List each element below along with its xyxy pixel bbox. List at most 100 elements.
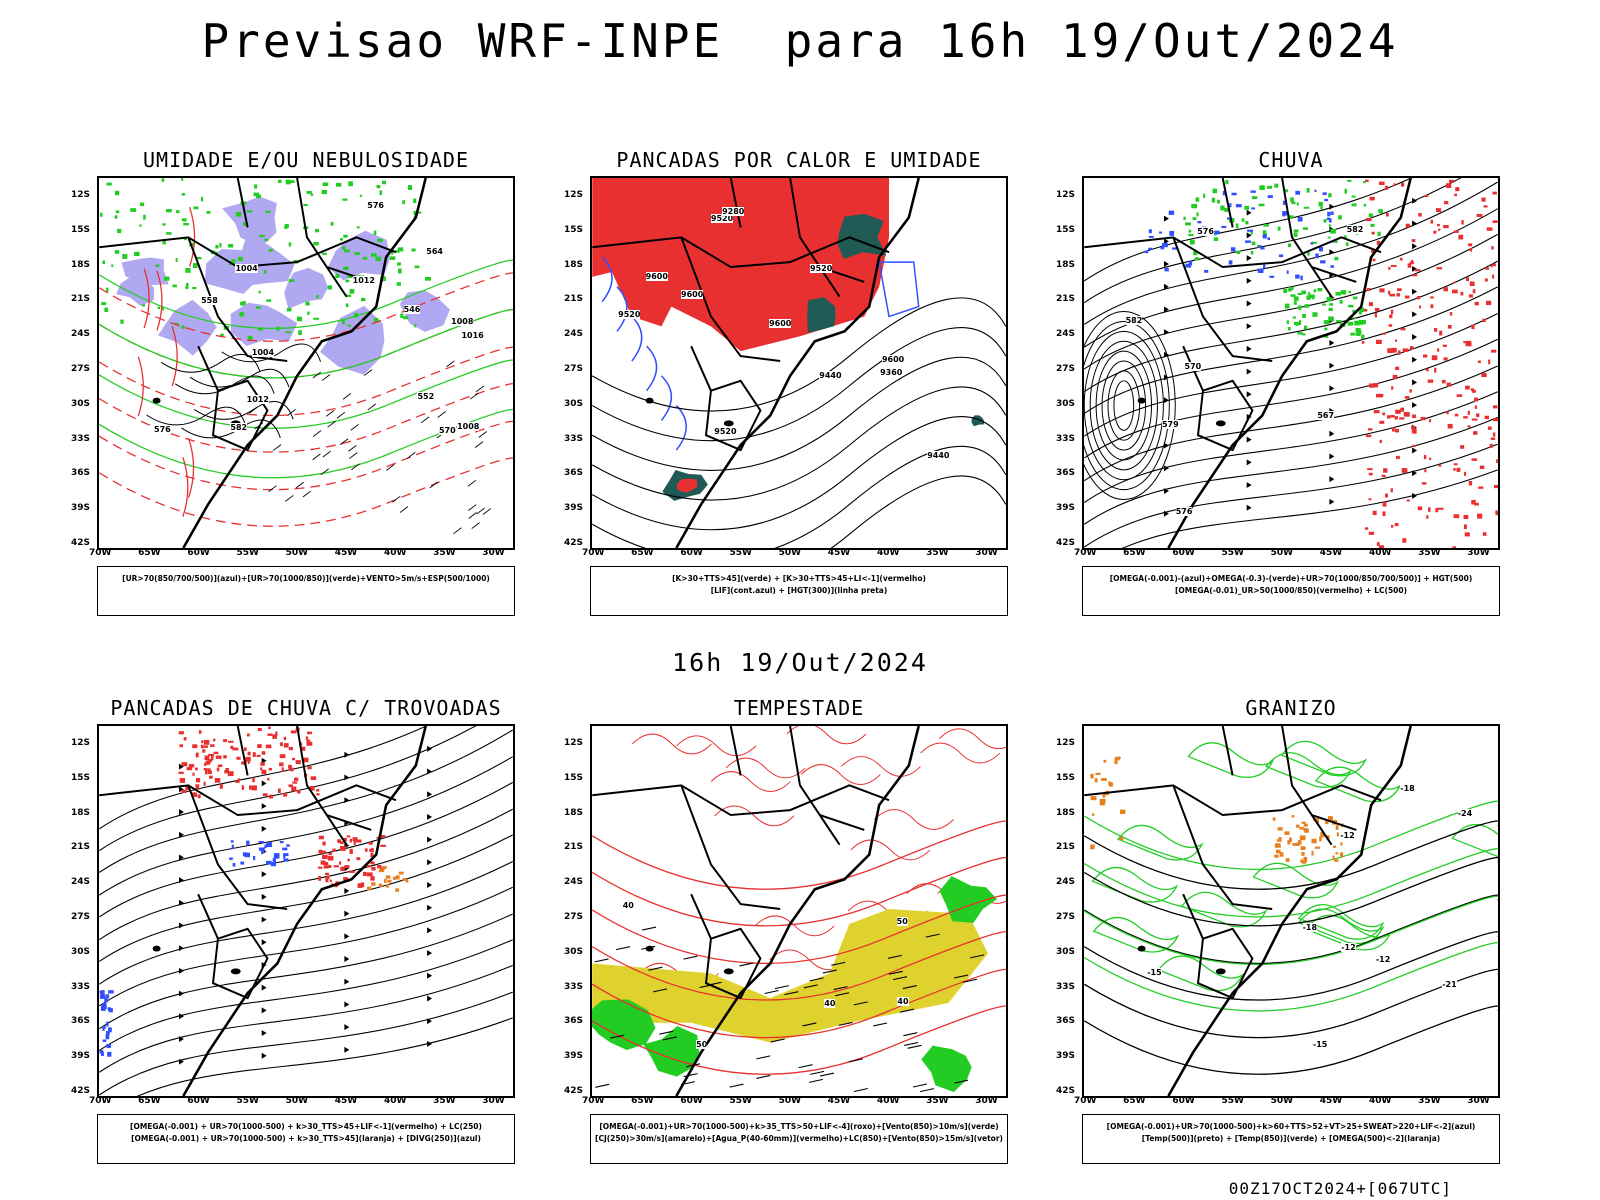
streamline-arrow [427, 745, 433, 752]
rain-green-area [1335, 291, 1341, 296]
thunderstorm-orange-area [378, 869, 385, 873]
rain-red-area [1492, 263, 1496, 267]
thunderstorm-red-area [281, 767, 284, 772]
streamline [1084, 443, 1498, 548]
country-border [236, 178, 249, 228]
humidity-area-lower [263, 270, 267, 274]
rain-red-area [1393, 183, 1397, 186]
thunderstorm-red-area [261, 769, 267, 775]
rain-red-area [1471, 458, 1478, 461]
longitude-label: 30W [482, 548, 505, 558]
country-border [704, 927, 762, 1000]
lif-contour [878, 261, 920, 318]
rain-red-area [1394, 428, 1400, 433]
rain-red-area [1453, 463, 1458, 466]
longitude-label: 60W [1172, 548, 1195, 558]
thunderstorm-red-area [288, 766, 291, 770]
wind-vector [642, 926, 657, 931]
humidity-area-lower [122, 254, 128, 259]
rain-red-area [1381, 474, 1386, 478]
thunderstorm-red-area [320, 860, 326, 865]
humidity-area-upper [399, 290, 450, 332]
lif-contour [616, 286, 628, 332]
humidity-area-lower [242, 222, 246, 226]
streamline-arrow [178, 922, 184, 929]
rain-red-area [1453, 514, 1460, 519]
wind-vector [835, 992, 850, 997]
rain-red-area [1447, 423, 1453, 429]
thunderstorm-red-area [208, 753, 215, 757]
latitude-label: 39S [1056, 1051, 1076, 1062]
rain-red-area [1365, 527, 1369, 530]
thunderstorm-red-area [280, 754, 286, 758]
contour-label: 576 [154, 425, 171, 434]
humidity-area-lower [390, 251, 394, 255]
wind-vector [478, 431, 487, 438]
longitude-label: 70W [89, 548, 112, 558]
legend-line: [UR>70(850/700/500)](azul)+[UR>70(1000/8… [122, 574, 490, 583]
rain-blue-area [1169, 230, 1175, 236]
divergence-blue-area [99, 994, 106, 999]
rain-red-area [1390, 414, 1395, 418]
rain-red-area [1442, 344, 1448, 347]
hgt500-contour [1101, 360, 1147, 451]
thunderstorm-red-area [205, 760, 211, 765]
rain-green-area [1287, 215, 1292, 219]
lagoon [1215, 968, 1226, 975]
humidity-area-lower [307, 311, 310, 315]
longitude-label: 30W [1467, 548, 1490, 558]
streamline-arrow [1329, 385, 1335, 392]
wind-vector [468, 504, 477, 511]
humidity-area-lower [163, 276, 170, 281]
precipitable-water-contour [592, 1005, 1006, 1075]
precipitable-water-contour [592, 856, 1006, 927]
humidity-area-lower [313, 317, 320, 320]
humidity-area-lower [303, 203, 308, 206]
pressure-contour [146, 406, 246, 426]
wind-vector [822, 969, 837, 974]
thunderstorm-red-area [257, 744, 262, 749]
longitude-label: 50W [1270, 548, 1294, 558]
humidity-area-lower [343, 234, 348, 238]
rain-green-area [1251, 196, 1258, 200]
thunderstorm-red-area [268, 726, 271, 729]
rain-red-area [1371, 249, 1375, 253]
hgt300-contour [830, 475, 1006, 548]
map-layers [592, 726, 1006, 1096]
streamline-arrow [261, 893, 267, 900]
divergence-blue-area [229, 857, 233, 860]
pressure-contour [221, 343, 322, 363]
rain-red-area [1441, 379, 1446, 384]
thunderstorm-orange-area [396, 875, 400, 880]
rain-blue-area [1327, 211, 1331, 217]
temp500-contour [1084, 894, 1498, 965]
streamline-arrow [261, 780, 267, 787]
wind-vector [919, 1088, 934, 1093]
divergence-blue-area [258, 840, 265, 844]
rain-red-area [1361, 341, 1365, 344]
rain-green-area [1326, 297, 1332, 302]
rain-red-area [1402, 348, 1409, 352]
humidity-area-lower [285, 179, 291, 185]
rain-red-area [1430, 219, 1434, 224]
thunderstorm-red-area [346, 835, 351, 838]
streamline-arrow [1246, 391, 1252, 398]
thunderstorm-red-area [325, 877, 329, 883]
rain-green-area [1328, 224, 1332, 227]
rain-green-area [1328, 316, 1333, 321]
rain-green-area [1292, 316, 1297, 319]
latitude-label: 27S [1056, 364, 1076, 374]
country-border [1281, 178, 1333, 298]
thunderstorm-red-area [261, 751, 266, 755]
humidity-area-lower [327, 285, 333, 290]
thunderstorm-red-area [368, 841, 373, 845]
rain-green-area [1188, 233, 1194, 237]
omega500-orange-area [1099, 798, 1106, 804]
rain-red-area [1438, 507, 1444, 510]
rain-red-area [1446, 411, 1449, 415]
rain-red-area [1436, 267, 1443, 270]
rain-green-area [1322, 303, 1327, 306]
rain-green-area [1358, 311, 1362, 315]
rain-blue-area [1160, 246, 1165, 250]
contour-label: 9600 [881, 355, 905, 365]
